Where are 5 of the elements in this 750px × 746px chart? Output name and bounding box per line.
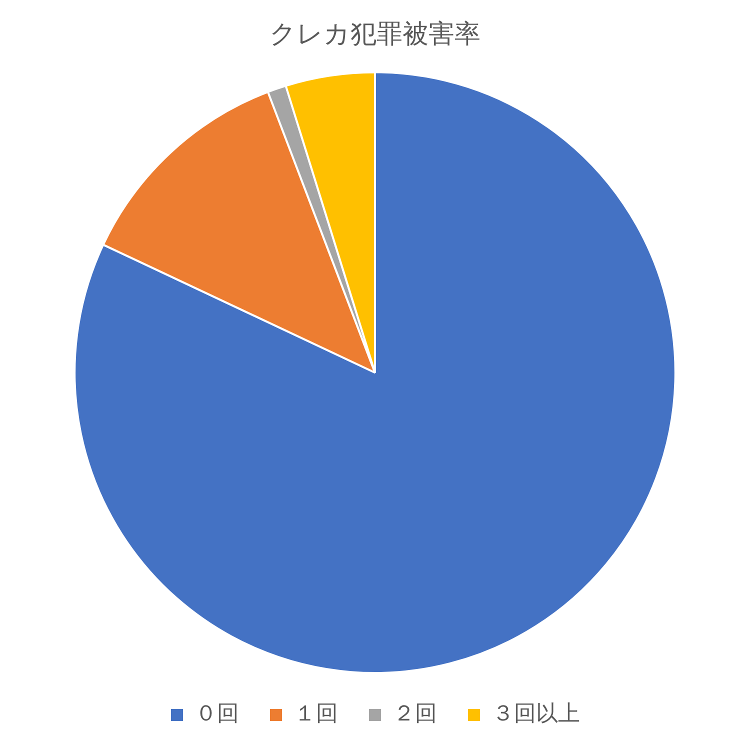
legend-label: ３回以上 [492, 702, 580, 727]
legend-label: ０回 [195, 702, 239, 727]
legend-label: ２回 [393, 702, 437, 727]
legend-label: １回 [294, 702, 338, 727]
chart-title: クレカ犯罪被害率 [270, 19, 480, 50]
